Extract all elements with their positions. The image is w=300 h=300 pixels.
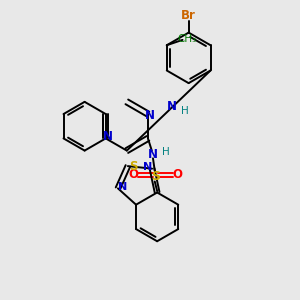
Text: H: H [162,147,169,157]
Text: N: N [118,182,127,192]
Text: S: S [151,170,160,183]
Text: N: N [145,109,155,122]
Text: O: O [128,168,138,181]
Text: N: N [148,148,158,161]
Text: N: N [167,100,177,113]
Text: Br: Br [181,9,196,22]
Text: N: N [143,162,152,172]
Text: O: O [173,168,183,181]
Text: H: H [181,106,189,116]
Text: N: N [103,130,113,143]
Text: CH₃: CH₃ [177,34,196,44]
Text: S: S [129,160,137,172]
